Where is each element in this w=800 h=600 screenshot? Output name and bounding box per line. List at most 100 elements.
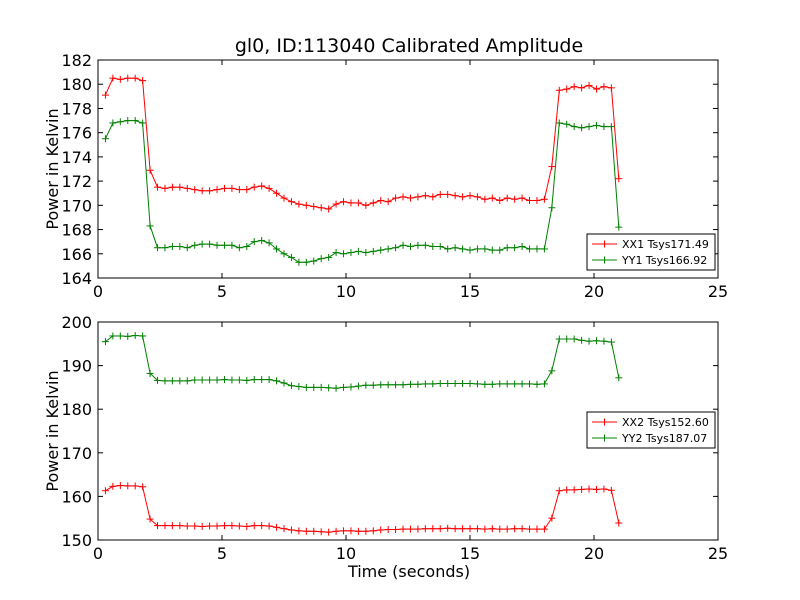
data-point <box>511 195 519 203</box>
data-point <box>191 522 199 530</box>
data-point <box>161 184 169 192</box>
x-tick-label: 5 <box>217 282 227 301</box>
chart-title: gl0, ID:113040 Calibrated Amplitude <box>235 35 583 57</box>
data-point <box>317 255 325 263</box>
data-point <box>101 338 109 346</box>
data-point <box>406 243 414 251</box>
data-point <box>414 380 422 388</box>
data-point <box>429 193 437 201</box>
data-point <box>347 527 355 535</box>
y-axis-label: Power in Kelvin <box>43 108 62 229</box>
y-tick-label: 164 <box>61 269 92 288</box>
x-tick-label: 0 <box>93 544 103 563</box>
data-point <box>503 525 511 533</box>
y-tick-label: 170 <box>61 196 92 215</box>
y-tick-label: 200 <box>61 313 92 332</box>
data-point <box>377 526 385 534</box>
legend-entry: YY1 Tsys166.92 <box>592 254 707 267</box>
data-point <box>511 525 519 533</box>
data-point <box>101 487 109 495</box>
data-point <box>198 187 206 195</box>
data-point <box>592 485 600 493</box>
data-point <box>526 196 534 204</box>
data-point <box>540 525 548 533</box>
data-point <box>488 194 496 202</box>
data-point <box>511 244 519 252</box>
y-tick-label: 160 <box>61 487 92 506</box>
y-tick-label: 176 <box>61 124 92 143</box>
data-point <box>302 258 310 266</box>
legend-label: XX1 Tsys171.49 <box>622 238 709 251</box>
data-point <box>436 379 444 387</box>
top-plot: 0 5 10 15 20 25 164 166 168 170 172 174 176 178 180 182… <box>43 51 728 301</box>
data-point <box>235 376 243 384</box>
data-point <box>615 374 623 382</box>
data-point <box>503 380 511 388</box>
data-point <box>146 515 154 523</box>
data-point <box>250 376 258 384</box>
data-point <box>116 332 124 340</box>
data-point <box>265 184 273 192</box>
data-point <box>213 376 221 384</box>
data-point <box>206 522 214 530</box>
data-point <box>607 338 615 346</box>
legend: XX1 Tsys171.49 YY1 Tsys166.92 <box>586 233 716 271</box>
data-point <box>183 522 191 530</box>
data-point <box>481 525 489 533</box>
x-tick-label: 10 <box>336 282 356 301</box>
data-point <box>280 194 288 202</box>
data-point <box>146 166 154 174</box>
data-point <box>399 381 407 389</box>
data-point <box>377 381 385 389</box>
data-point <box>607 486 615 494</box>
data-point <box>206 376 214 384</box>
data-point <box>109 119 117 127</box>
series-line <box>104 120 620 263</box>
data-point <box>444 379 452 387</box>
data-point <box>176 243 184 251</box>
data-point <box>488 246 496 254</box>
data-point <box>362 249 370 257</box>
data-point <box>473 245 481 253</box>
data-point <box>340 198 348 206</box>
data-point <box>444 524 452 532</box>
data-point <box>496 196 504 204</box>
data-point <box>109 482 117 490</box>
data-point <box>585 81 593 89</box>
data-point <box>280 250 288 258</box>
data-point <box>116 482 124 489</box>
data-point <box>600 485 608 493</box>
data-point <box>466 525 474 533</box>
data-point <box>496 246 504 254</box>
data-point <box>578 84 586 92</box>
data-point <box>347 383 355 391</box>
data-point <box>213 186 221 194</box>
data-point <box>592 337 600 345</box>
data-point <box>481 245 489 253</box>
data-point <box>273 523 281 531</box>
data-point <box>295 200 303 208</box>
data-point <box>451 244 459 252</box>
data-point <box>131 332 139 340</box>
data-point <box>473 380 481 388</box>
data-point <box>585 337 593 345</box>
legend: XX2 Tsys152.60 YY2 Tsys187.07 <box>586 411 716 449</box>
data-point <box>124 332 132 340</box>
data-point <box>451 192 459 200</box>
data-point <box>466 379 474 387</box>
data-point <box>511 380 519 388</box>
data-point <box>362 201 370 209</box>
data-point <box>295 527 303 535</box>
data-point <box>228 241 236 249</box>
data-point <box>265 522 273 530</box>
data-point <box>563 486 571 494</box>
data-point <box>310 203 318 211</box>
data-point <box>615 519 623 527</box>
data-point <box>139 119 147 127</box>
data-point <box>548 367 556 375</box>
y-tick-label: 168 <box>61 221 92 240</box>
data-point <box>265 239 273 247</box>
data-point <box>168 183 176 191</box>
data-point <box>526 380 534 388</box>
